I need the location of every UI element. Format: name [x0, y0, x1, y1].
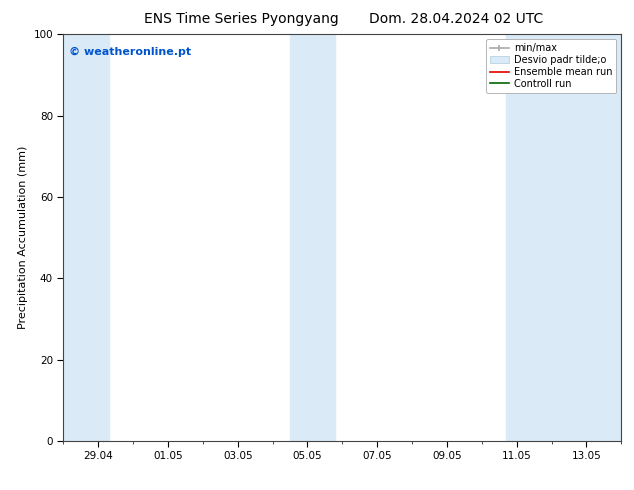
Bar: [290, 34, 335, 441]
Text: © weatheronline.pt: © weatheronline.pt: [69, 47, 191, 56]
Y-axis label: Precipitation Accumulation (mm): Precipitation Accumulation (mm): [18, 146, 28, 329]
Bar: [506, 34, 621, 441]
Text: ENS Time Series Pyongyang: ENS Time Series Pyongyang: [143, 12, 339, 26]
Bar: [63, 34, 109, 441]
Legend: min/max, Desvio padr tilde;o, Ensemble mean run, Controll run: min/max, Desvio padr tilde;o, Ensemble m…: [486, 39, 616, 93]
Text: Dom. 28.04.2024 02 UTC: Dom. 28.04.2024 02 UTC: [370, 12, 543, 26]
